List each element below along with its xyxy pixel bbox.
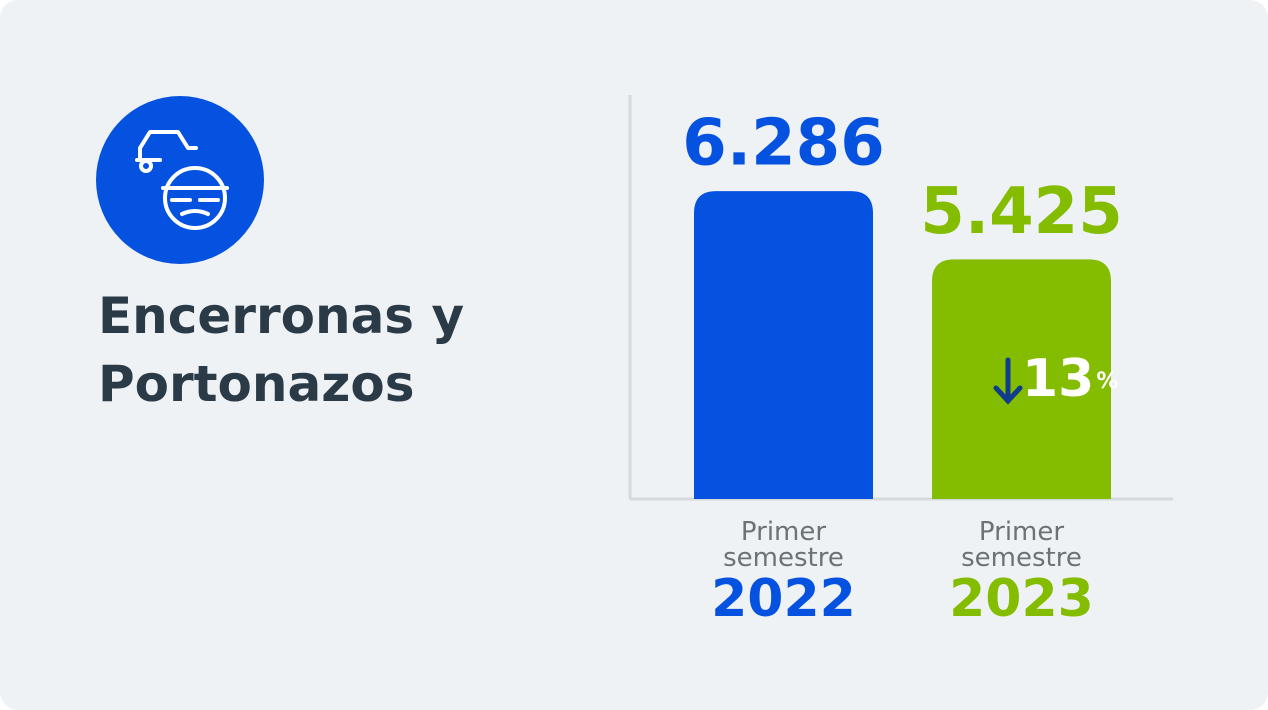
bar bbox=[932, 259, 1111, 499]
value-label: 6.286 bbox=[682, 107, 884, 181]
change-unit: % bbox=[1096, 369, 1118, 394]
icon bbox=[135, 130, 229, 230]
down-arrow bbox=[993, 357, 1023, 405]
bar bbox=[694, 191, 873, 499]
x-tick-label: 2023 bbox=[949, 569, 1094, 629]
x-tick-label: 2022 bbox=[711, 569, 856, 629]
chart-title: Encerronas y Portonazos bbox=[98, 287, 465, 413]
category-subtitle: Primer semestre bbox=[961, 517, 1082, 573]
change-label: 13% bbox=[1022, 349, 1118, 409]
change-value: 13 bbox=[1022, 349, 1094, 409]
icon-circle bbox=[96, 96, 264, 264]
category-subtitle: Primer semestre bbox=[723, 517, 844, 573]
value-label: 5.425 bbox=[920, 175, 1122, 249]
